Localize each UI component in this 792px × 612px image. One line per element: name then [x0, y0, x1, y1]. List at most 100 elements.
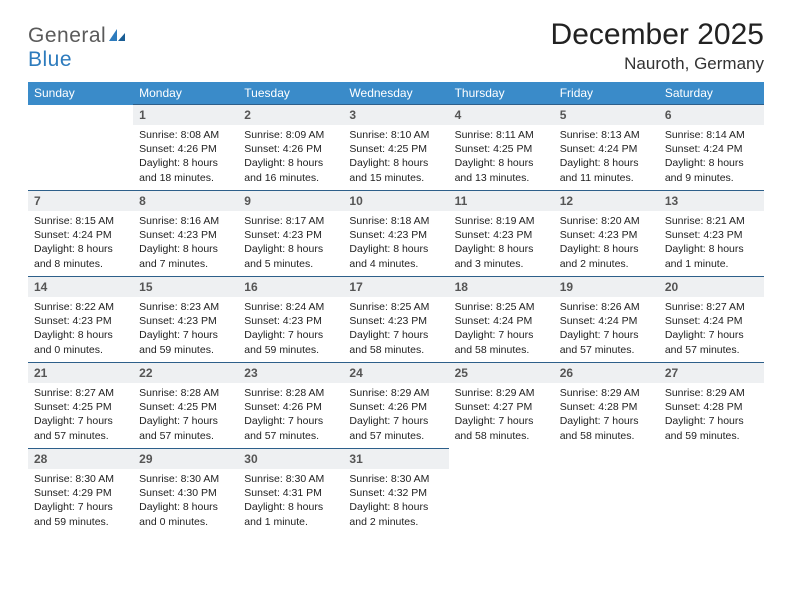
day-details: Sunrise: 8:25 AMSunset: 4:24 PMDaylight:…	[449, 297, 554, 361]
day-details: Sunrise: 8:19 AMSunset: 4:23 PMDaylight:…	[449, 211, 554, 275]
calendar-cell	[554, 449, 659, 535]
day-details: Sunrise: 8:30 AMSunset: 4:32 PMDaylight:…	[343, 469, 448, 533]
day-number: 17	[343, 277, 448, 297]
calendar-table: SundayMondayTuesdayWednesdayThursdayFrid…	[28, 82, 764, 535]
header: GeneralBlue December 2025 Nauroth, Germa…	[28, 18, 764, 74]
calendar-cell: 18Sunrise: 8:25 AMSunset: 4:24 PMDayligh…	[449, 277, 554, 363]
calendar-cell: 22Sunrise: 8:28 AMSunset: 4:25 PMDayligh…	[133, 363, 238, 449]
calendar-cell	[659, 449, 764, 535]
day-details: Sunrise: 8:18 AMSunset: 4:23 PMDaylight:…	[343, 211, 448, 275]
calendar-week-row: 21Sunrise: 8:27 AMSunset: 4:25 PMDayligh…	[28, 363, 764, 449]
day-number: 10	[343, 191, 448, 211]
calendar-cell: 14Sunrise: 8:22 AMSunset: 4:23 PMDayligh…	[28, 277, 133, 363]
day-number: 4	[449, 105, 554, 125]
logo-text: GeneralBlue	[28, 24, 126, 72]
calendar-cell: 7Sunrise: 8:15 AMSunset: 4:24 PMDaylight…	[28, 191, 133, 277]
calendar-cell: 19Sunrise: 8:26 AMSunset: 4:24 PMDayligh…	[554, 277, 659, 363]
day-details: Sunrise: 8:21 AMSunset: 4:23 PMDaylight:…	[659, 211, 764, 275]
calendar-cell: 23Sunrise: 8:28 AMSunset: 4:26 PMDayligh…	[238, 363, 343, 449]
weekday-header: Friday	[554, 82, 659, 105]
weekday-header: Sunday	[28, 82, 133, 105]
day-details: Sunrise: 8:10 AMSunset: 4:25 PMDaylight:…	[343, 125, 448, 189]
day-details: Sunrise: 8:09 AMSunset: 4:26 PMDaylight:…	[238, 125, 343, 189]
calendar-cell: 2Sunrise: 8:09 AMSunset: 4:26 PMDaylight…	[238, 105, 343, 191]
calendar-cell: 20Sunrise: 8:27 AMSunset: 4:24 PMDayligh…	[659, 277, 764, 363]
logo-prefix: General	[28, 24, 106, 47]
calendar-week-row: 7Sunrise: 8:15 AMSunset: 4:24 PMDaylight…	[28, 191, 764, 277]
logo-sail-icon	[108, 24, 126, 48]
day-number: 31	[343, 449, 448, 469]
page-title: December 2025	[551, 18, 764, 52]
weekday-header: Thursday	[449, 82, 554, 105]
calendar-cell: 17Sunrise: 8:25 AMSunset: 4:23 PMDayligh…	[343, 277, 448, 363]
day-details: Sunrise: 8:24 AMSunset: 4:23 PMDaylight:…	[238, 297, 343, 361]
day-number: 8	[133, 191, 238, 211]
day-number: 1	[133, 105, 238, 125]
calendar-cell: 5Sunrise: 8:13 AMSunset: 4:24 PMDaylight…	[554, 105, 659, 191]
day-number: 20	[659, 277, 764, 297]
day-details: Sunrise: 8:29 AMSunset: 4:28 PMDaylight:…	[554, 383, 659, 447]
logo-suffix: Blue	[28, 48, 72, 71]
day-details: Sunrise: 8:29 AMSunset: 4:28 PMDaylight:…	[659, 383, 764, 447]
weekday-header: Saturday	[659, 82, 764, 105]
day-details: Sunrise: 8:30 AMSunset: 4:30 PMDaylight:…	[133, 469, 238, 533]
calendar-cell: 10Sunrise: 8:18 AMSunset: 4:23 PMDayligh…	[343, 191, 448, 277]
day-number: 3	[343, 105, 448, 125]
title-block: December 2025 Nauroth, Germany	[551, 18, 764, 74]
day-details: Sunrise: 8:26 AMSunset: 4:24 PMDaylight:…	[554, 297, 659, 361]
calendar-cell: 11Sunrise: 8:19 AMSunset: 4:23 PMDayligh…	[449, 191, 554, 277]
calendar-cell: 26Sunrise: 8:29 AMSunset: 4:28 PMDayligh…	[554, 363, 659, 449]
day-number: 6	[659, 105, 764, 125]
day-details: Sunrise: 8:15 AMSunset: 4:24 PMDaylight:…	[28, 211, 133, 275]
day-number: 5	[554, 105, 659, 125]
calendar-cell: 24Sunrise: 8:29 AMSunset: 4:26 PMDayligh…	[343, 363, 448, 449]
day-details: Sunrise: 8:16 AMSunset: 4:23 PMDaylight:…	[133, 211, 238, 275]
day-details: Sunrise: 8:29 AMSunset: 4:27 PMDaylight:…	[449, 383, 554, 447]
calendar-cell: 28Sunrise: 8:30 AMSunset: 4:29 PMDayligh…	[28, 449, 133, 535]
calendar-cell: 12Sunrise: 8:20 AMSunset: 4:23 PMDayligh…	[554, 191, 659, 277]
calendar-cell: 31Sunrise: 8:30 AMSunset: 4:32 PMDayligh…	[343, 449, 448, 535]
day-number: 9	[238, 191, 343, 211]
day-details: Sunrise: 8:28 AMSunset: 4:26 PMDaylight:…	[238, 383, 343, 447]
calendar-week-row: 1Sunrise: 8:08 AMSunset: 4:26 PMDaylight…	[28, 105, 764, 191]
calendar-cell: 4Sunrise: 8:11 AMSunset: 4:25 PMDaylight…	[449, 105, 554, 191]
day-details: Sunrise: 8:25 AMSunset: 4:23 PMDaylight:…	[343, 297, 448, 361]
day-details: Sunrise: 8:11 AMSunset: 4:25 PMDaylight:…	[449, 125, 554, 189]
calendar-cell: 1Sunrise: 8:08 AMSunset: 4:26 PMDaylight…	[133, 105, 238, 191]
day-number: 22	[133, 363, 238, 383]
day-number: 27	[659, 363, 764, 383]
day-details: Sunrise: 8:17 AMSunset: 4:23 PMDaylight:…	[238, 211, 343, 275]
day-number: 30	[238, 449, 343, 469]
day-details: Sunrise: 8:27 AMSunset: 4:25 PMDaylight:…	[28, 383, 133, 447]
day-details: Sunrise: 8:27 AMSunset: 4:24 PMDaylight:…	[659, 297, 764, 361]
day-number: 13	[659, 191, 764, 211]
day-number: 18	[449, 277, 554, 297]
day-number: 14	[28, 277, 133, 297]
day-number: 19	[554, 277, 659, 297]
day-number: 25	[449, 363, 554, 383]
day-number: 2	[238, 105, 343, 125]
calendar-cell: 21Sunrise: 8:27 AMSunset: 4:25 PMDayligh…	[28, 363, 133, 449]
day-details: Sunrise: 8:20 AMSunset: 4:23 PMDaylight:…	[554, 211, 659, 275]
location-label: Nauroth, Germany	[551, 54, 764, 74]
calendar-cell: 25Sunrise: 8:29 AMSunset: 4:27 PMDayligh…	[449, 363, 554, 449]
day-number: 21	[28, 363, 133, 383]
weekday-header: Wednesday	[343, 82, 448, 105]
day-details: Sunrise: 8:22 AMSunset: 4:23 PMDaylight:…	[28, 297, 133, 361]
calendar-body: 1Sunrise: 8:08 AMSunset: 4:26 PMDaylight…	[28, 105, 764, 535]
calendar-cell: 30Sunrise: 8:30 AMSunset: 4:31 PMDayligh…	[238, 449, 343, 535]
day-number: 26	[554, 363, 659, 383]
day-number: 7	[28, 191, 133, 211]
day-details: Sunrise: 8:29 AMSunset: 4:26 PMDaylight:…	[343, 383, 448, 447]
calendar-cell: 3Sunrise: 8:10 AMSunset: 4:25 PMDaylight…	[343, 105, 448, 191]
calendar-cell: 27Sunrise: 8:29 AMSunset: 4:28 PMDayligh…	[659, 363, 764, 449]
calendar-cell	[28, 105, 133, 191]
day-details: Sunrise: 8:30 AMSunset: 4:29 PMDaylight:…	[28, 469, 133, 533]
day-details: Sunrise: 8:28 AMSunset: 4:25 PMDaylight:…	[133, 383, 238, 447]
calendar-cell: 15Sunrise: 8:23 AMSunset: 4:23 PMDayligh…	[133, 277, 238, 363]
calendar-cell: 16Sunrise: 8:24 AMSunset: 4:23 PMDayligh…	[238, 277, 343, 363]
day-number: 11	[449, 191, 554, 211]
weekday-header: Monday	[133, 82, 238, 105]
calendar-cell: 13Sunrise: 8:21 AMSunset: 4:23 PMDayligh…	[659, 191, 764, 277]
calendar-week-row: 14Sunrise: 8:22 AMSunset: 4:23 PMDayligh…	[28, 277, 764, 363]
